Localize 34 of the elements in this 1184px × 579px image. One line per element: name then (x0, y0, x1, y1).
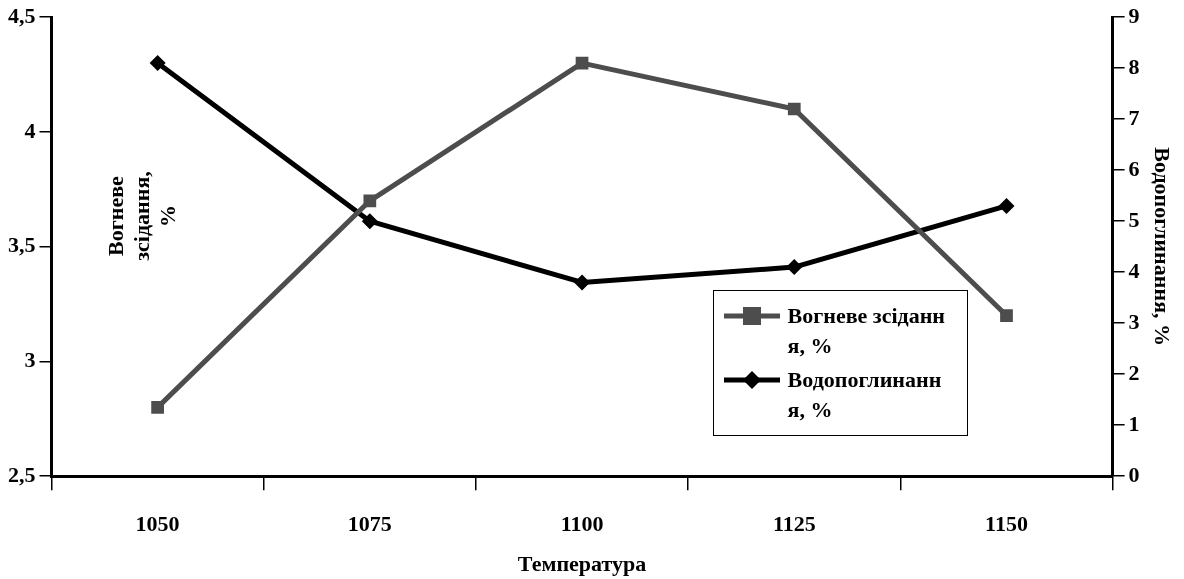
point (787, 102, 801, 116)
y2-tick-label: 0 (1128, 461, 1140, 487)
x-tick-label: 1050 (135, 511, 180, 537)
x-tick-label: 1075 (347, 511, 392, 537)
y2-tick-label: 5 (1128, 206, 1140, 232)
point (361, 213, 378, 230)
y2-tick-label: 8 (1128, 53, 1140, 79)
point (574, 274, 591, 291)
y-tick-label: 3 (24, 347, 36, 373)
y2-tick-label: 6 (1128, 155, 1140, 181)
x-tick-label: 1150 (985, 511, 1028, 537)
y2-tick-label: 2 (1128, 359, 1140, 385)
x-tick-label: 1125 (772, 511, 816, 537)
legend-label: Водопоглинання, % (787, 366, 943, 425)
point (149, 55, 166, 72)
x-tick-label: 1100 (560, 511, 604, 537)
point (363, 194, 377, 208)
legend-label: Вогневе зсідання, % (787, 302, 947, 361)
y-tick-label: 2,5 (8, 461, 36, 487)
y2-tick-label: 7 (1128, 104, 1140, 130)
y2-tick-label: 4 (1128, 257, 1140, 283)
x-axis-title: Температура (517, 551, 647, 577)
point (786, 259, 803, 276)
y2-axis-title: Водопоглинання, % (1150, 147, 1176, 347)
y-tick-label: 4 (24, 117, 36, 143)
point (1000, 309, 1013, 322)
y-tick-label: 4,5 (8, 2, 36, 28)
point (151, 400, 164, 414)
y-axis-title: Вогневе зсідання, % (102, 170, 181, 263)
y2-tick-label: 9 (1128, 2, 1140, 28)
y2-tick-label: 3 (1128, 308, 1140, 334)
point (998, 197, 1015, 214)
y-tick-label: 3,5 (8, 232, 36, 258)
y2-tick-label: 1 (1128, 410, 1140, 436)
